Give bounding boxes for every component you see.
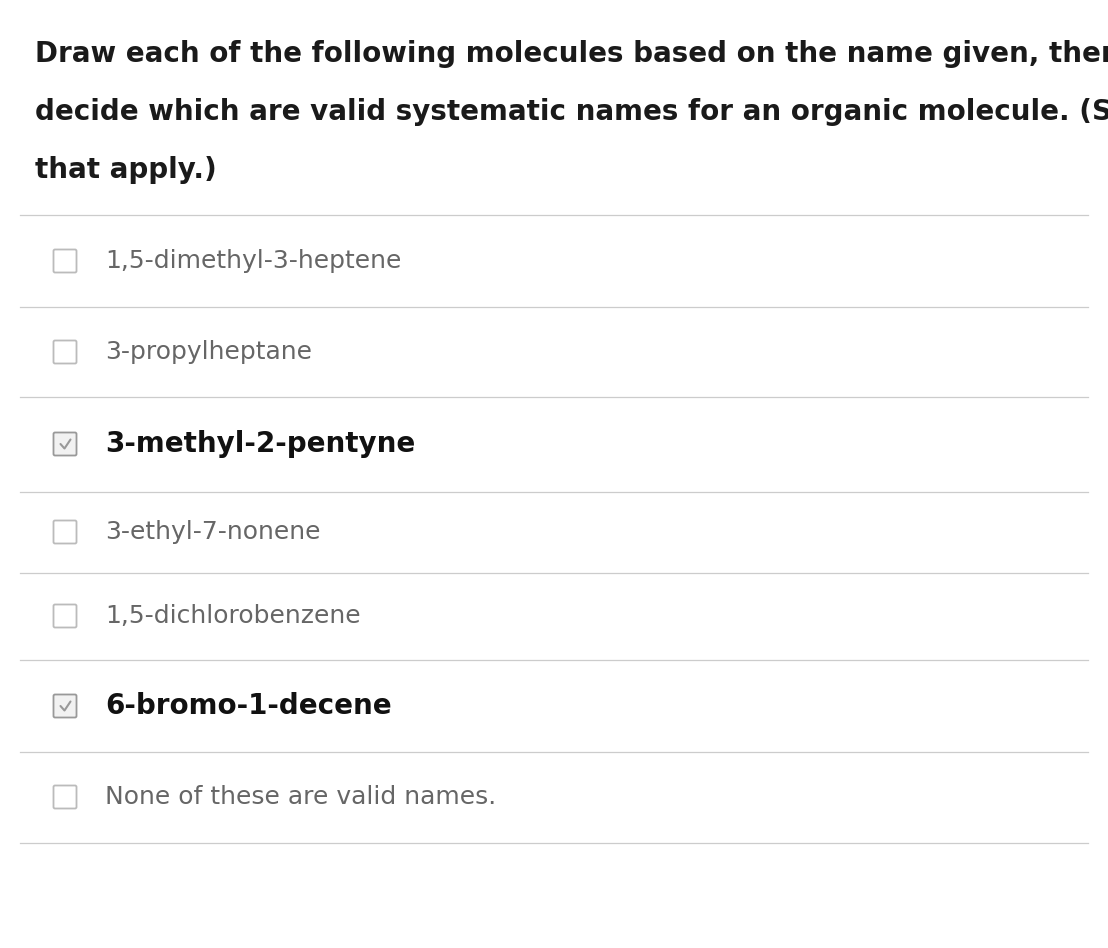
Text: 6-bromo-1-decene: 6-bromo-1-decene (105, 692, 391, 720)
FancyBboxPatch shape (53, 520, 76, 543)
FancyBboxPatch shape (53, 695, 76, 718)
Text: 1,5-dimethyl-3-heptene: 1,5-dimethyl-3-heptene (105, 249, 401, 273)
Text: 3-propylheptane: 3-propylheptane (105, 340, 312, 364)
Text: Draw each of the following molecules based on the name given, then: Draw each of the following molecules bas… (35, 40, 1108, 68)
Text: decide which are valid systematic names for an organic molecule. (Select all: decide which are valid systematic names … (35, 98, 1108, 126)
FancyBboxPatch shape (53, 786, 76, 809)
FancyBboxPatch shape (53, 605, 76, 628)
FancyBboxPatch shape (53, 340, 76, 363)
Text: 3-ethyl-7-nonene: 3-ethyl-7-nonene (105, 520, 320, 544)
FancyBboxPatch shape (53, 249, 76, 272)
Text: 1,5-dichlorobenzene: 1,5-dichlorobenzene (105, 604, 360, 628)
FancyBboxPatch shape (53, 432, 76, 455)
Text: None of these are valid names.: None of these are valid names. (105, 785, 496, 809)
Text: 3-methyl-2-pentyne: 3-methyl-2-pentyne (105, 430, 416, 458)
Text: that apply.): that apply.) (35, 156, 217, 184)
